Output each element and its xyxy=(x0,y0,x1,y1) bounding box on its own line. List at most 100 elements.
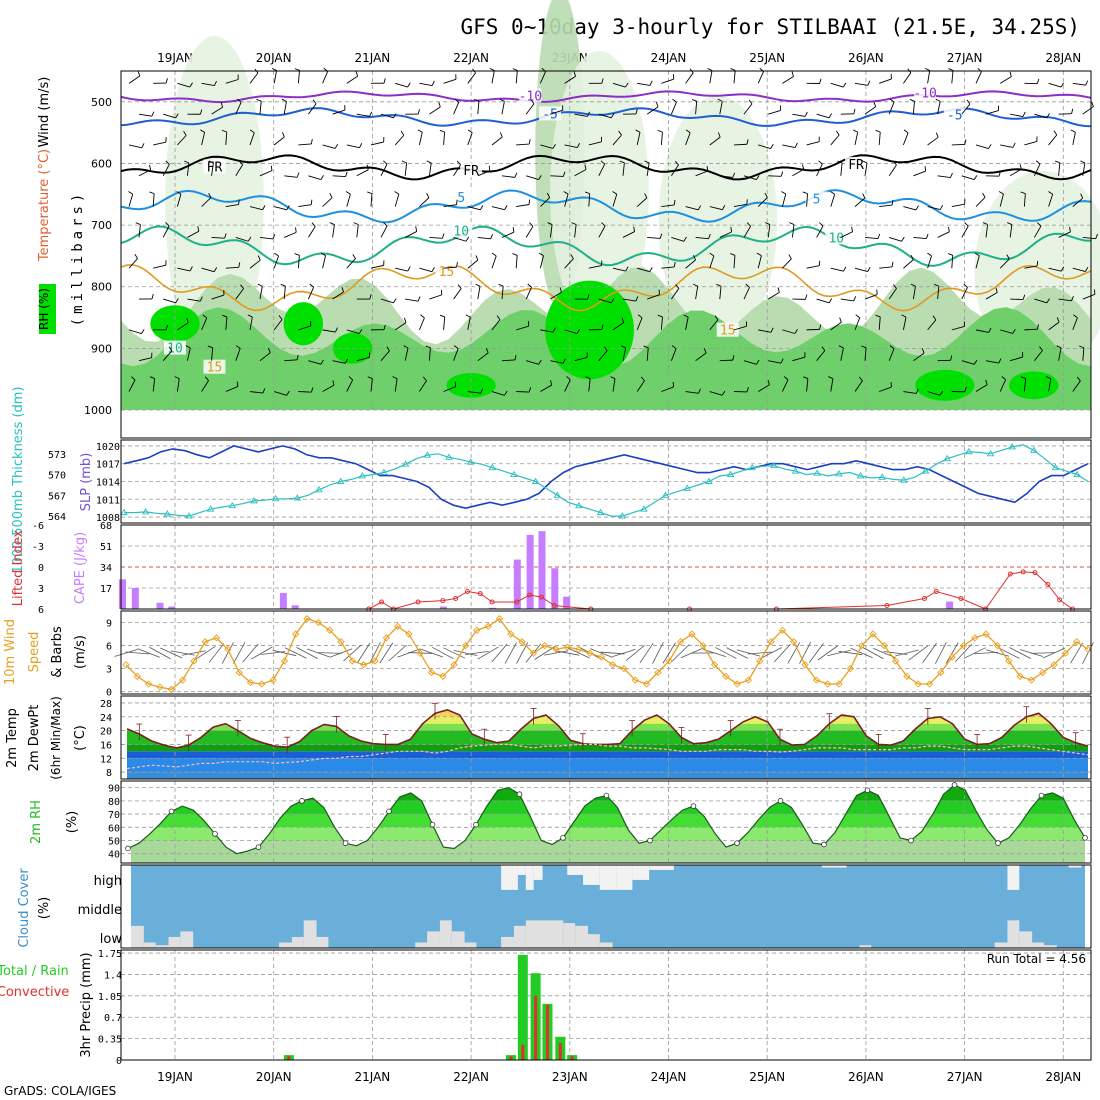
wind-speed-point xyxy=(495,615,504,623)
thickness-point xyxy=(445,453,453,460)
bottom-date-label: 25JAN xyxy=(749,1070,785,1084)
temp-band xyxy=(127,744,1088,752)
surface-wind-barb xyxy=(922,643,937,663)
contour-label: 10 xyxy=(453,224,469,239)
wind-barb-staff xyxy=(284,231,297,238)
high-cloud-block xyxy=(1007,865,1020,890)
pressure-tick-label: 500 xyxy=(91,96,112,109)
wind-speed-point xyxy=(993,641,1002,650)
wind-barb-flag xyxy=(1020,191,1026,195)
wind-speed-point xyxy=(858,641,866,650)
wind-barb-staff xyxy=(999,193,1004,207)
wind-speed-point xyxy=(971,634,979,642)
thickness-point xyxy=(683,484,692,491)
wind-barb-staff xyxy=(646,106,659,115)
wind-barb-staff xyxy=(879,266,893,269)
wind-barb-flag xyxy=(950,355,953,361)
wind-barb-staff xyxy=(888,101,895,115)
wind-barb-flag xyxy=(788,254,792,260)
wind-barb-flag xyxy=(475,255,479,261)
wind-barb-flag xyxy=(966,99,971,105)
wind-barb-flag xyxy=(649,80,653,86)
wind-speed-point xyxy=(790,638,798,646)
wind-barb-staff xyxy=(888,288,897,300)
wind-barb-staff xyxy=(540,197,551,207)
wind-speed-point xyxy=(642,680,651,688)
wind-barb-flag xyxy=(691,99,697,102)
wind-barb-staff xyxy=(201,82,215,87)
wind-barb-staff xyxy=(346,75,358,84)
wind-barb-staff xyxy=(443,131,446,145)
wind-barb-staff xyxy=(298,391,312,393)
wind-barb-flag xyxy=(529,222,534,227)
wind-barb-staff xyxy=(1082,106,1094,115)
wind-barb-staff xyxy=(501,359,516,362)
li-line xyxy=(368,571,1073,610)
wind-barb-flag xyxy=(499,98,505,102)
wind-barb-flag xyxy=(610,376,616,380)
wind-barb-staff xyxy=(719,175,733,178)
wind-barb-flag xyxy=(794,329,798,334)
wind-speed-point xyxy=(484,622,492,631)
wind-barb-staff xyxy=(177,267,191,272)
wind-barb-flag xyxy=(964,386,967,392)
wind-barb-staff xyxy=(211,347,214,361)
wind-barb-flag xyxy=(221,129,227,133)
wind-barb-staff xyxy=(1024,265,1038,269)
wind-barb-staff xyxy=(273,255,279,269)
wind-barb-staff xyxy=(162,350,173,361)
wind-barb-flag xyxy=(1080,193,1084,199)
surface-wind-barb xyxy=(114,649,138,657)
wind-barb-flag xyxy=(851,226,853,232)
wind-barb-staff xyxy=(1033,163,1041,176)
thickness-tick-label: 564 xyxy=(48,512,66,523)
wind-barb-staff xyxy=(332,109,346,115)
precip-total-bar xyxy=(517,954,528,1060)
wind-barb-flag xyxy=(393,113,397,119)
wind-speed-point xyxy=(201,638,209,646)
thickness-point xyxy=(965,447,973,455)
wind-barb-flag xyxy=(909,99,915,102)
wind-barb-flag xyxy=(877,233,881,239)
wind-barb-staff xyxy=(201,267,215,273)
wind-barb-staff xyxy=(695,236,709,240)
li-point xyxy=(921,596,927,601)
wind-barb-staff xyxy=(1072,267,1086,272)
li-point xyxy=(527,592,533,598)
dewpoint-line xyxy=(126,743,1089,770)
pressure-axis-label: (millibars) xyxy=(70,190,86,327)
rh-point xyxy=(212,831,218,837)
wind-barb-flag xyxy=(168,346,173,352)
wind-barb-flag xyxy=(1085,80,1089,86)
wind-barb-flag xyxy=(320,359,324,365)
wind-barb-staff xyxy=(259,236,273,240)
wind-barb-flag xyxy=(674,160,679,166)
wind-barb-flag xyxy=(838,345,844,349)
wind-barb-staff xyxy=(733,203,747,208)
wind-barb-flag xyxy=(982,192,986,198)
top-date-label: 25JAN xyxy=(749,51,785,65)
thickness-point xyxy=(163,510,172,517)
wind-barb-flag xyxy=(309,283,314,288)
wind-barb-flag xyxy=(802,164,805,170)
wind-barb-staff xyxy=(816,113,830,119)
wind-barb-flag xyxy=(601,78,604,84)
wind-barb-flag xyxy=(1039,346,1043,351)
wind-barb-flag xyxy=(415,226,418,232)
wind-speed-point xyxy=(756,657,764,665)
wind-barb-staff xyxy=(177,135,187,146)
wind-barb-flag xyxy=(707,67,713,71)
wind-barb-flag xyxy=(932,315,937,321)
wind-barb-flag xyxy=(830,191,835,195)
rh-point xyxy=(603,792,610,799)
wind-axis-label: Wind (m/s) xyxy=(37,77,52,148)
wind-unit-label: (m/s) xyxy=(73,635,88,669)
wind-barb-staff xyxy=(840,231,853,238)
wind-barb-staff xyxy=(429,294,442,300)
wind-barb-staff xyxy=(176,378,180,392)
surface-wind-barb xyxy=(726,647,749,659)
wind-barb-flag xyxy=(240,284,244,289)
temperature-axis-label: Temperature (°C) xyxy=(37,149,52,262)
wind-barb-staff xyxy=(186,347,191,361)
wind-barb-staff xyxy=(879,204,893,208)
